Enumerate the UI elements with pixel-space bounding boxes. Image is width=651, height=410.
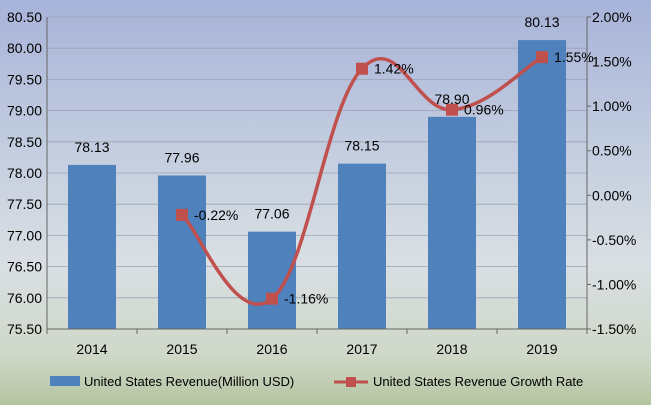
- growth-rate-line: [180, 55, 543, 306]
- line-marker: [176, 208, 188, 221]
- bar: [338, 163, 386, 329]
- y-left-tick-label: 75.50: [7, 321, 42, 337]
- line-value-label: -0.22%: [194, 207, 238, 223]
- y-right-tick-label: 0.50%: [592, 143, 632, 159]
- legend-label-line: United States Revenue Growth Rate: [373, 374, 583, 389]
- y-right-tick-label: 0.00%: [592, 187, 632, 203]
- y-left-tick-label: 76.50: [7, 259, 42, 275]
- line-marker: [536, 51, 548, 64]
- x-tick-label: 2019: [526, 341, 557, 357]
- y-left-tick-label: 80.00: [7, 40, 42, 56]
- line-value-label: 1.42%: [374, 61, 414, 77]
- y-left-tick-label: 78.00: [7, 165, 42, 181]
- line-marker: [356, 62, 368, 75]
- y-right-tick-label: -0.50%: [592, 232, 636, 248]
- x-tick-label: 2014: [76, 341, 107, 357]
- bar-value-label: 78.13: [74, 139, 109, 155]
- y-left-tick-label: 79.50: [7, 71, 42, 87]
- y-right-tick-label: -1.50%: [592, 321, 636, 337]
- y-left-tick-label: 76.00: [7, 290, 42, 306]
- y-right-tick-label: 2.00%: [592, 9, 632, 25]
- y-left-tick-label: 77.00: [7, 227, 42, 243]
- bar: [428, 116, 476, 329]
- y-right-tick-label: 1.00%: [592, 98, 632, 114]
- bar: [158, 175, 206, 329]
- legend-swatch-marker: [346, 377, 356, 387]
- y-left-tick-label: 80.50: [7, 9, 42, 25]
- x-tick-label: 2016: [256, 341, 287, 357]
- y-left-tick-label: 77.50: [7, 196, 42, 212]
- bar-value-label: 80.13: [524, 14, 559, 30]
- line-marker: [266, 292, 278, 305]
- x-tick-label: 2017: [346, 341, 377, 357]
- x-tick-label: 2018: [436, 341, 467, 357]
- axes: 80.50 80.00 79.50 79.00 78.50 78.00 77.50 77.00…: [7, 9, 636, 357]
- legend-label-bar: United States Revenue(Million USD): [84, 374, 294, 389]
- bar: [248, 231, 296, 329]
- y-right-tick-label: -1.00%: [592, 276, 636, 292]
- line-value-label: 0.96%: [464, 102, 504, 118]
- line-series: [176, 51, 548, 306]
- bar: [68, 164, 116, 329]
- line-value-label: -1.16%: [284, 291, 328, 307]
- y-left-tick-label: 79.00: [7, 103, 42, 119]
- legend-swatch-bar: [50, 376, 80, 386]
- line-value-label: 1.55%: [554, 49, 594, 65]
- bar-series: [68, 40, 566, 329]
- bar-value-label: 77.06: [254, 206, 289, 222]
- line-marker: [446, 103, 458, 116]
- data-labels: 78.13 77.96 77.06 78.15 78.90 80.13 -0.22% -1.1…: [74, 14, 593, 307]
- bar-value-label: 78.90: [434, 91, 469, 107]
- y-right-tick-label: 1.50%: [592, 54, 632, 70]
- bar-value-label: 77.96: [164, 149, 199, 165]
- y-left-tick-label: 78.50: [7, 134, 42, 150]
- bar-value-label: 78.15: [344, 138, 379, 154]
- legend: United States Revenue(Million USD) United…: [50, 374, 583, 389]
- x-tick-label: 2015: [166, 341, 197, 357]
- bar: [518, 40, 566, 329]
